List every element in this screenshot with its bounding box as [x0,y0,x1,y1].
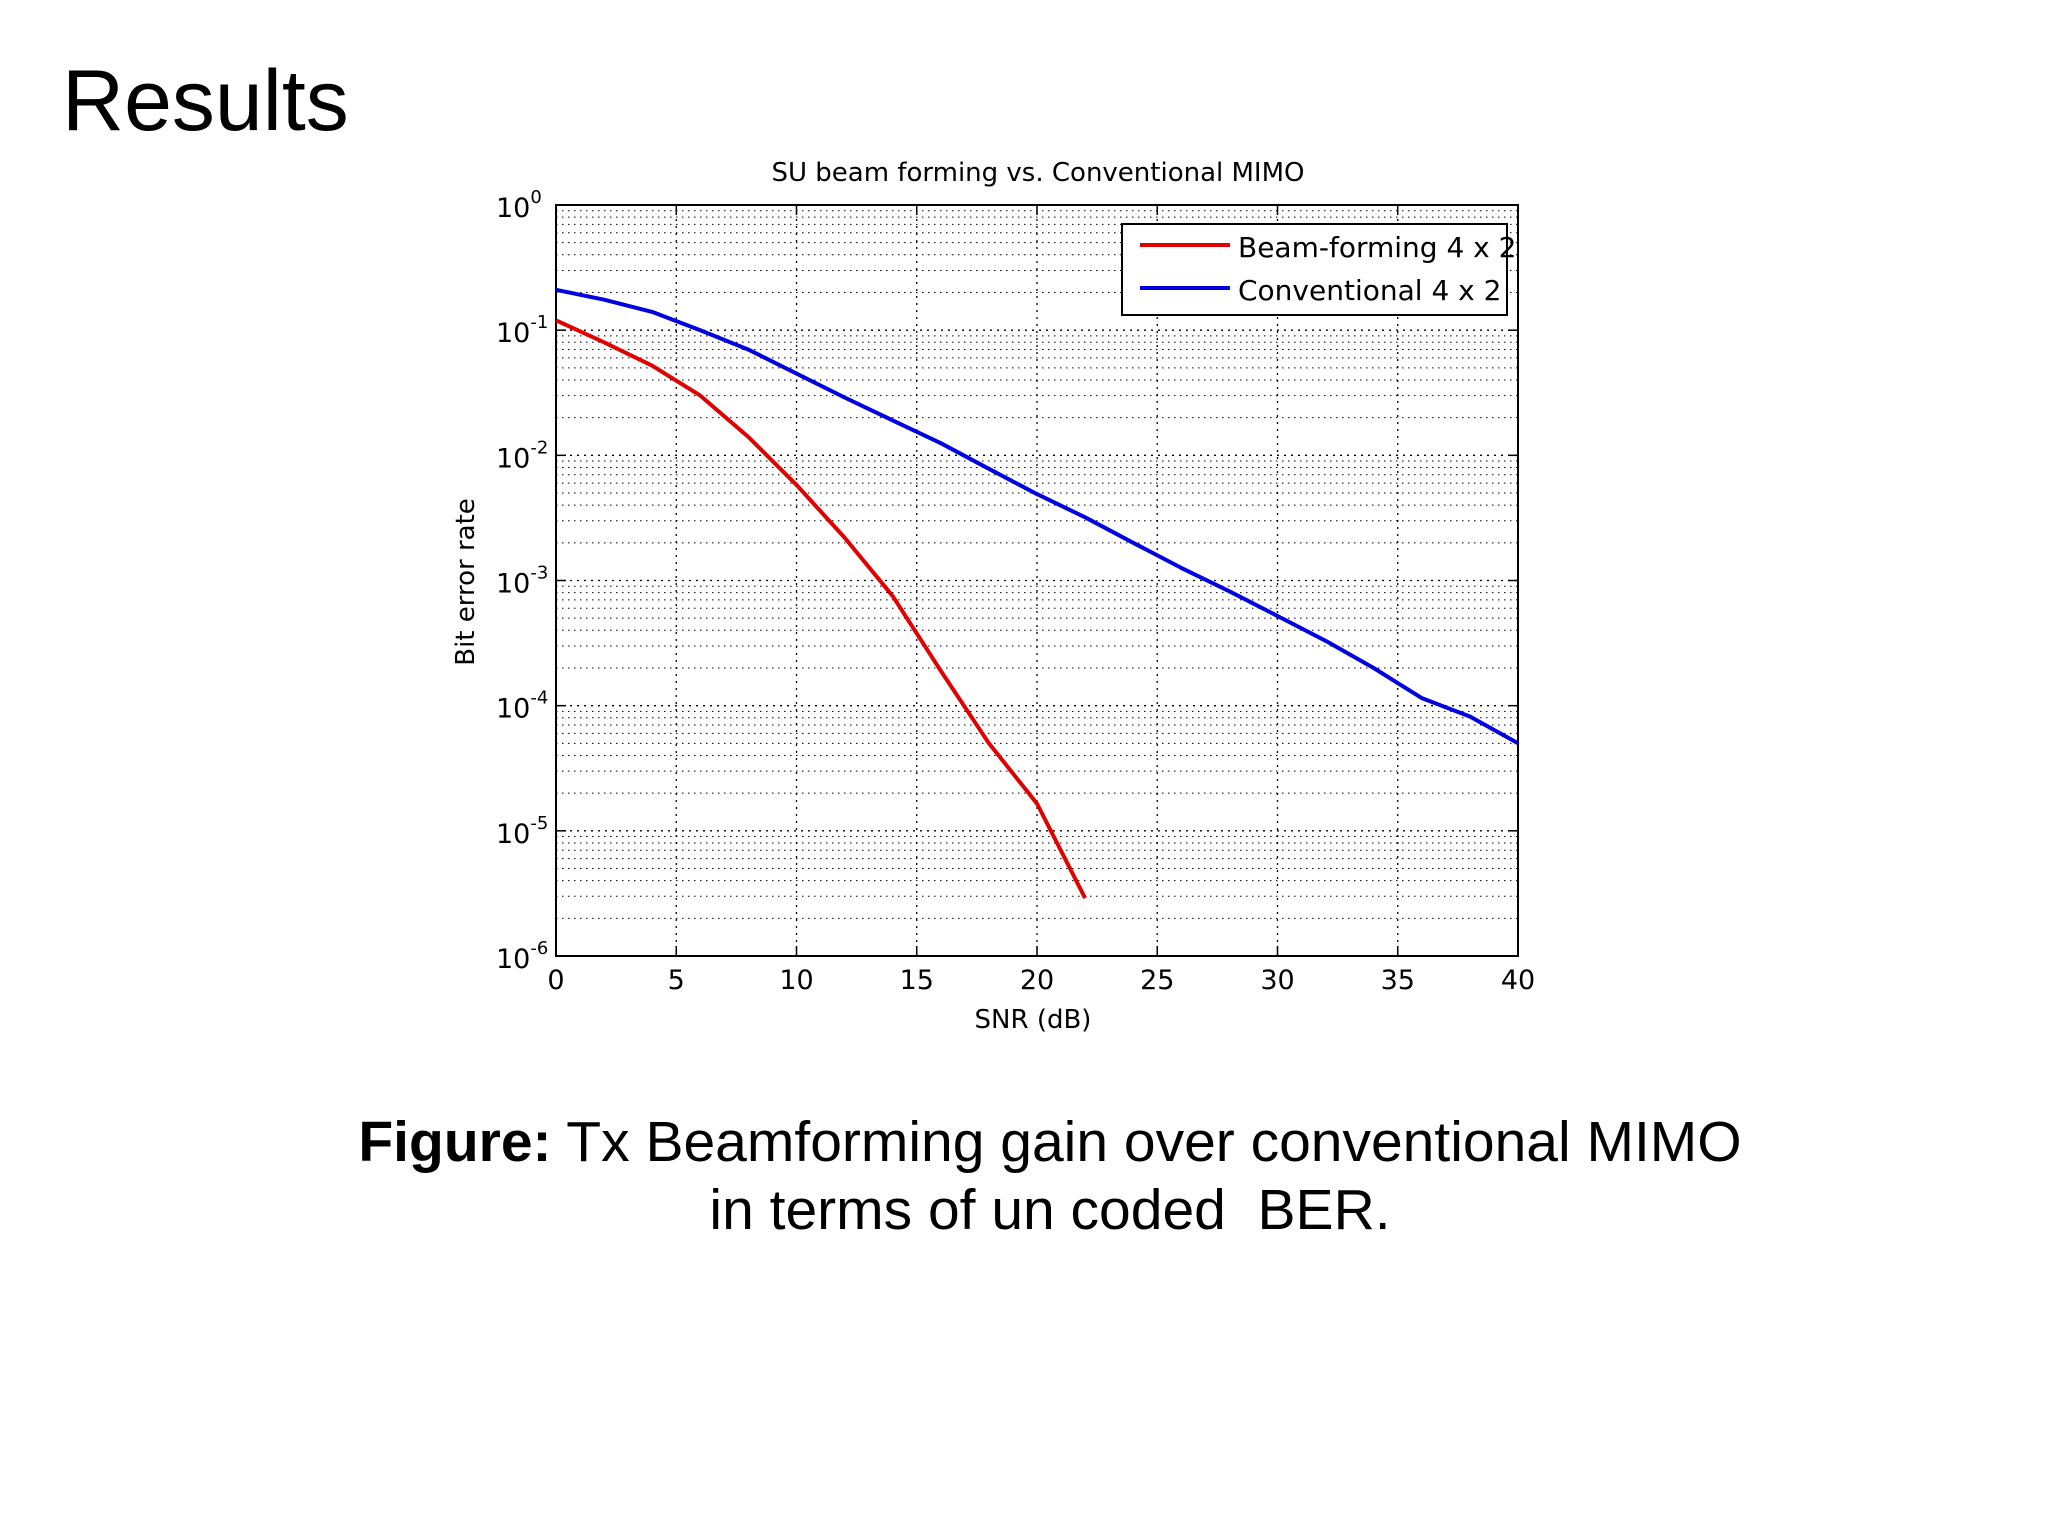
y-tick-label: 100 [496,187,542,224]
x-tick-label: 10 [779,965,813,996]
caption-label: Figure: [358,1110,552,1174]
y-tick-label: 10-5 [496,813,548,850]
y-tick-label: 10-2 [496,437,548,474]
y-axis-label: Bit error rate [451,498,481,666]
x-tick-label: 15 [900,965,934,996]
legend-box [1121,223,1508,316]
x-axis-label: SNR (dB) [975,1005,1092,1035]
caption-line-2: in terms of un coded BER. [709,1178,1391,1242]
series-line-beamforming [555,318,1087,900]
legend: Beam-forming 4 x 2 Conventional 4 x 2 [1121,223,1516,316]
plot-background [556,205,1518,956]
x-tick-label: 30 [1260,965,1294,996]
y-tick-label: 10-4 [496,688,548,725]
plot-area: 0 5 10 15 20 25 30 35 40 100 10-1 10-2 10-3 10-4 10-5 1… [496,187,1535,996]
legend-label-conventional: Conventional 4 x 2 [1238,274,1501,307]
slide-title: Results [62,53,349,149]
x-tick-label: 25 [1140,965,1174,996]
caption-text-1: Tx Beamforming gain over conventional MI… [551,1110,1742,1174]
legend-label-beamforming: Beam-forming 4 x 2 [1238,231,1516,264]
y-tick-label: 10-1 [496,312,548,349]
chart-title: SU beam forming vs. Conventional MIMO [772,158,1305,188]
caption-line-1: Figure: Tx Beamforming gain over convent… [260,1108,1840,1176]
y-tick-label: 10-3 [496,563,548,600]
x-tick-label: 20 [1020,965,1054,996]
x-tick-label: 40 [1501,965,1535,996]
figure-caption: Figure: Tx Beamforming gain over convent… [260,1108,1840,1244]
x-tick-label: 0 [547,965,564,996]
x-tick-label: 35 [1381,965,1415,996]
series-line-conventional [555,287,1519,746]
x-tick-label: 5 [668,965,685,996]
y-tick-label: 10-6 [496,938,548,975]
